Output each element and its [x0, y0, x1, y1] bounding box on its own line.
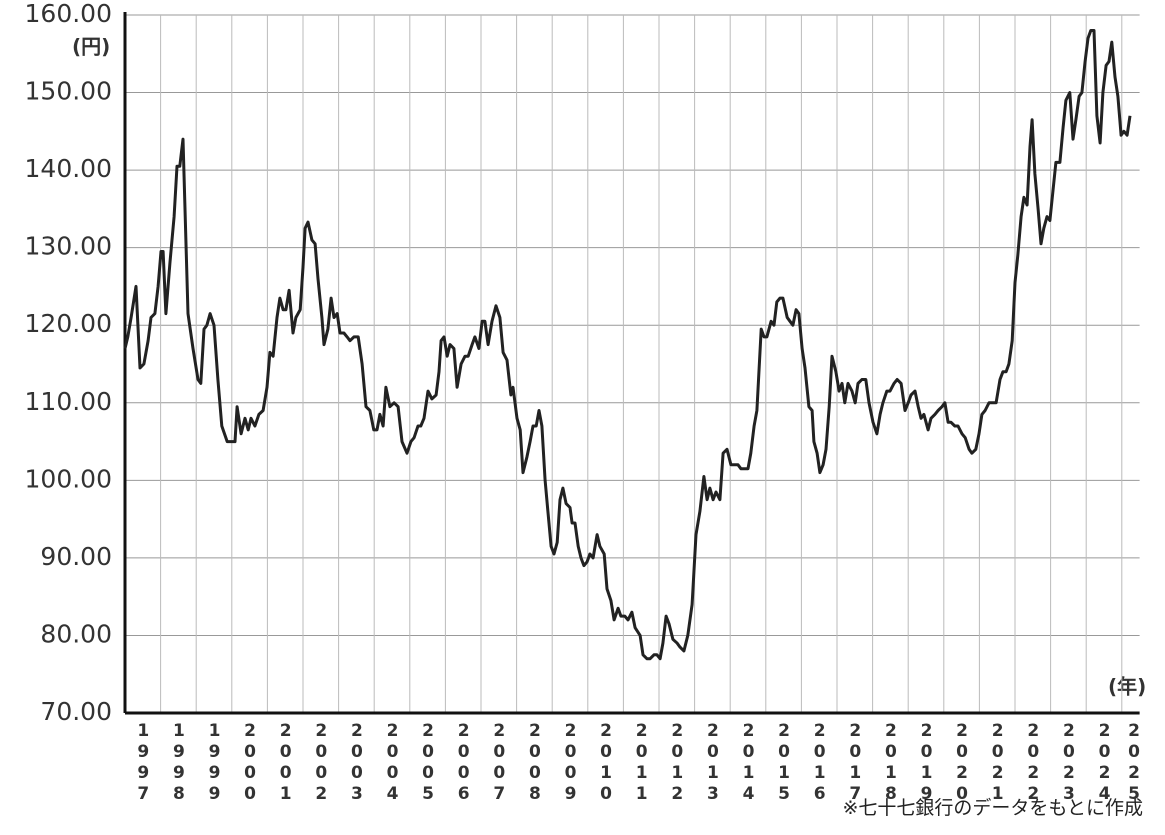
x-tick-label: 2024: [1094, 721, 1115, 805]
x-tick-label: 2022: [1023, 721, 1044, 805]
x-tick-label: 2003: [346, 721, 367, 805]
x-tick-label: 2012: [667, 721, 688, 805]
x-tick-label: 1998: [168, 721, 189, 805]
x-tick-label: 2006: [453, 721, 474, 805]
y-tick-label: 110.00: [25, 387, 112, 416]
y-tick-label: 100.00: [25, 464, 112, 493]
y-tick-label: 90.00: [40, 542, 112, 571]
y-tick-label: 130.00: [25, 232, 112, 261]
x-tick-label: 2010: [596, 721, 617, 805]
x-tick-label: 2004: [382, 721, 403, 805]
x-tick-label: 2018: [880, 721, 901, 805]
x-tick-label: 2001: [275, 721, 296, 805]
x-tick-label: 2019: [916, 721, 937, 805]
x-tick-label: 2013: [702, 721, 723, 805]
y-tick-label: 150.00: [25, 77, 112, 106]
y-tick-label: 140.00: [25, 154, 112, 183]
x-tick-label: 2000: [240, 721, 261, 805]
y-tick-label: 80.00: [40, 619, 112, 648]
x-tick-label: 2015: [774, 721, 795, 805]
x-tick-label: 2011: [631, 721, 652, 805]
x-tick-label: 2002: [311, 721, 332, 805]
x-tick-label: 2016: [809, 721, 830, 805]
line-series: [123, 29, 1132, 661]
x-tick-label: 2008: [524, 721, 545, 805]
x-tick-label: 2020: [952, 721, 973, 805]
x-tick-label: 2009: [560, 721, 581, 805]
x-tick-label: 2021: [987, 721, 1008, 805]
x-tick-label: 2007: [489, 721, 510, 805]
x-tick-label: 2005: [418, 721, 439, 805]
x-unit: (年): [1108, 675, 1146, 699]
x-tick-label: 1997: [133, 721, 154, 805]
x-tick-label: 2014: [738, 721, 759, 805]
y-unit: (円): [72, 35, 110, 59]
y-tick-label: 120.00: [25, 309, 112, 338]
x-tick-label: 2017: [845, 721, 866, 805]
source-note: ※七十七銀行のデータをもとに作成: [842, 797, 1143, 819]
x-tick-label: 2023: [1058, 721, 1079, 805]
x-tick-label: 1999: [204, 721, 225, 805]
y-tick-label: 160.00: [25, 0, 112, 28]
y-tick-label: 70.00: [40, 697, 112, 726]
x-tick-label: 2025: [1124, 721, 1145, 805]
